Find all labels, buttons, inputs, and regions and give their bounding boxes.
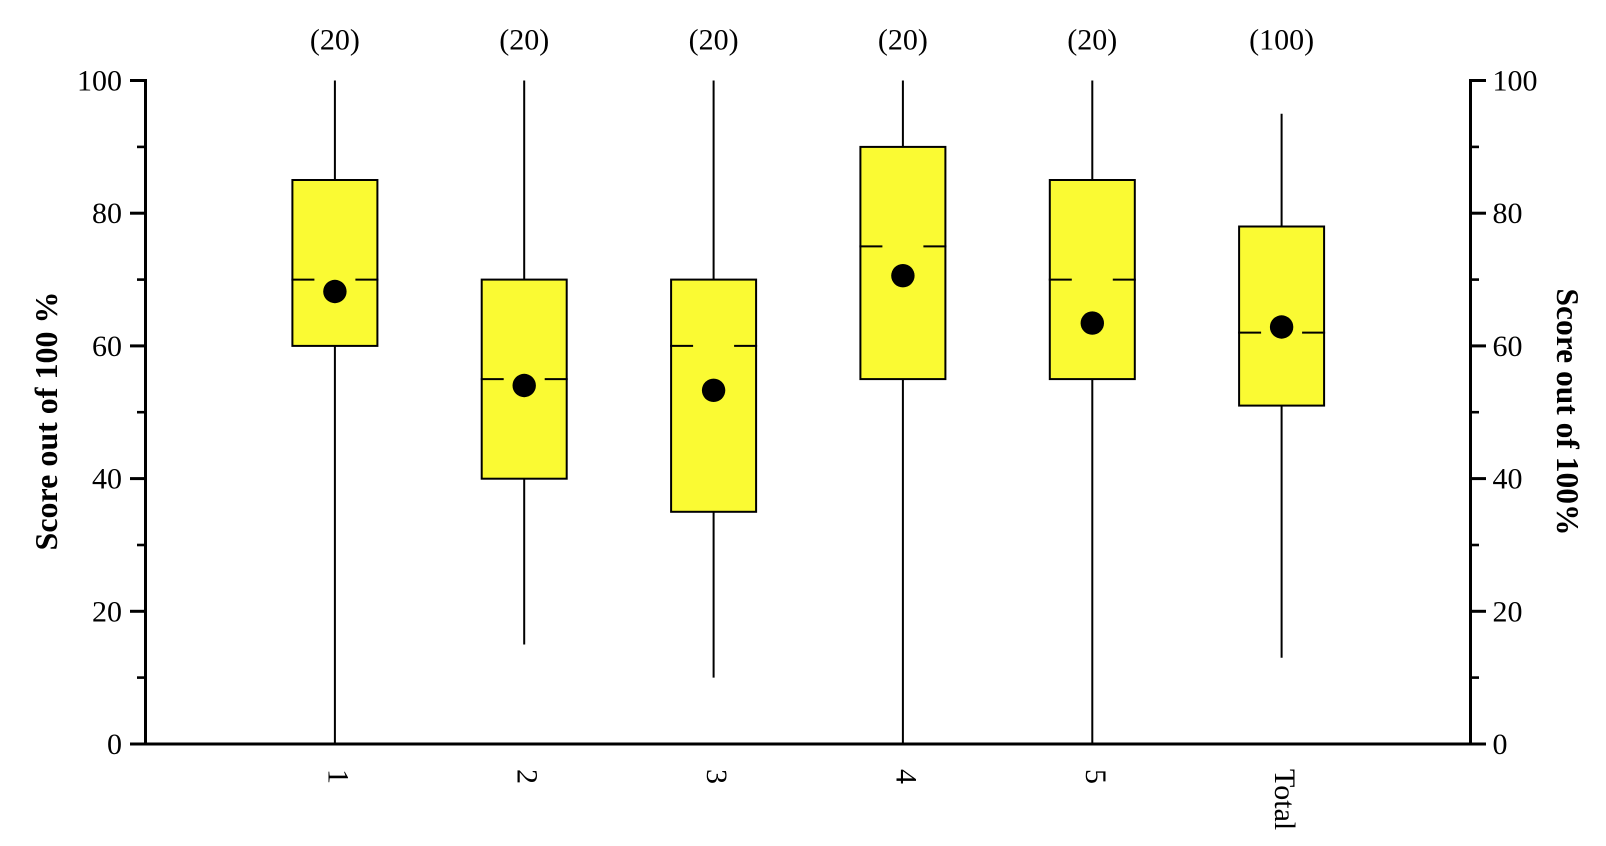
svg-text:80: 80: [92, 197, 122, 230]
svg-text:20: 20: [92, 595, 122, 628]
svg-text:5: 5: [1079, 769, 1112, 784]
svg-text:(100): (100): [1249, 24, 1314, 57]
svg-text:100: 100: [77, 65, 122, 98]
svg-text:0: 0: [107, 728, 122, 761]
svg-text:2: 2: [511, 769, 544, 784]
svg-text:Score out of 100%: Score out of 100%: [1550, 288, 1585, 535]
svg-text:(20): (20): [689, 24, 739, 57]
svg-text:(20): (20): [878, 24, 928, 57]
svg-text:Score out of 100 %: Score out of 100 %: [28, 292, 64, 551]
svg-text:4: 4: [889, 769, 922, 784]
svg-text:80: 80: [1493, 197, 1523, 230]
svg-text:(20): (20): [1067, 24, 1117, 57]
svg-text:20: 20: [1493, 595, 1523, 628]
svg-text:100: 100: [1493, 65, 1538, 98]
svg-text:Total: Total: [1268, 769, 1301, 830]
svg-text:60: 60: [92, 330, 122, 363]
svg-text:(20): (20): [310, 24, 360, 57]
svg-text:40: 40: [92, 463, 122, 496]
svg-text:60: 60: [1493, 330, 1523, 363]
svg-text:(20): (20): [499, 24, 549, 57]
svg-text:1: 1: [321, 769, 354, 784]
svg-text:40: 40: [1493, 463, 1523, 496]
svg-text:0: 0: [1493, 728, 1508, 761]
svg-text:3: 3: [700, 769, 733, 784]
